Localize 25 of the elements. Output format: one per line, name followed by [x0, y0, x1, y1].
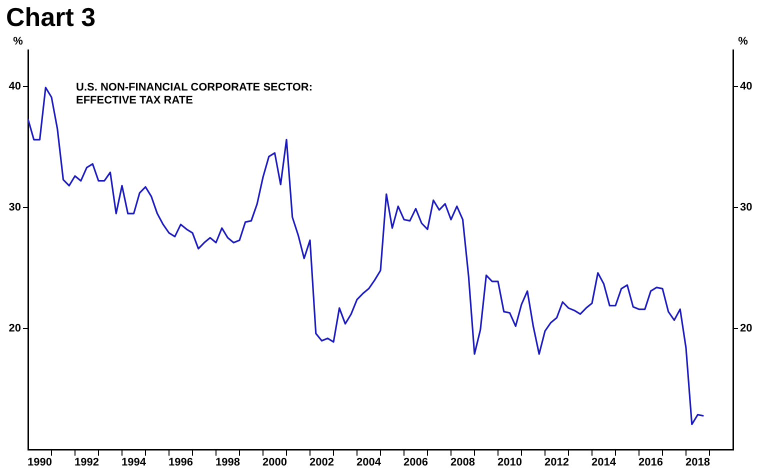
x-tick-label: 1994 [122, 456, 147, 468]
y2-axis-title: % [738, 36, 748, 48]
x-tick-label: 2008 [450, 456, 475, 468]
y2-tick-label: 40 [740, 80, 752, 92]
x-tick-label: 2000 [262, 456, 287, 468]
x-tick-label: 2002 [310, 456, 334, 468]
y2-tick-label: 20 [740, 322, 752, 335]
x-tick-label: 1990 [28, 456, 52, 468]
y-tick-label: 30 [8, 202, 21, 214]
chart-title: Chart 3 [6, 2, 96, 33]
x-tick-label: 2012 [544, 456, 569, 468]
x-tick-label: 1996 [168, 456, 193, 468]
text: U.S. NON-FINANCIAL CORPORATE SECTOR: EFFECTIVE TAX RATE [76, 82, 313, 107]
x-tick-label: 2018 [686, 456, 710, 468]
x-tick-label: 2010 [498, 456, 522, 468]
x-tick-label: 2006 [404, 456, 428, 468]
y-tick-label: 20 [8, 322, 21, 335]
y-axis-title: % [13, 36, 24, 48]
x-tick-label: 1992 [74, 456, 99, 468]
x-tick-label: 2004 [356, 456, 382, 468]
x-tick-label: 2016 [638, 456, 663, 468]
y-tick-label: 40 [8, 80, 21, 92]
x-tick-label: 1998 [216, 456, 240, 468]
y2-tick-label: 30 [740, 202, 752, 214]
x-tick-label: 2014 [592, 456, 617, 468]
